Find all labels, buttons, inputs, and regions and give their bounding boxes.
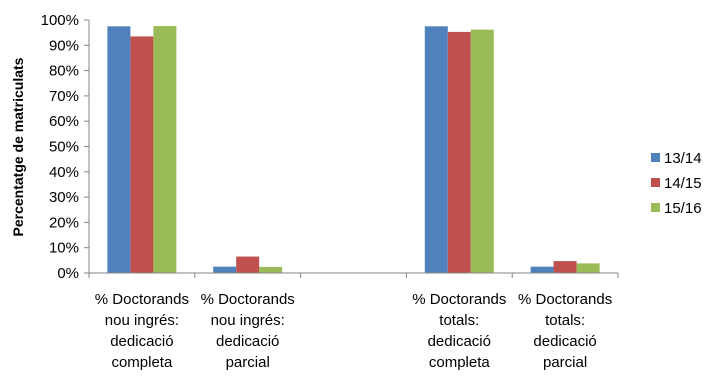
x-category-label: totals:	[545, 312, 585, 329]
bars	[107, 26, 600, 274]
bar-14-15	[130, 36, 154, 273]
x-category-label: % Doctorands	[518, 291, 612, 308]
y-tick-label: 90%	[49, 37, 79, 54]
legend-swatch	[651, 203, 660, 212]
x-category-label: dedicació	[428, 333, 491, 350]
legend-swatch	[651, 153, 660, 162]
x-category-label: % Doctorands	[412, 291, 506, 308]
y-tick-label: 10%	[49, 240, 79, 257]
x-category-label: % Doctorands	[95, 291, 189, 308]
y-tick-label: 70%	[49, 88, 79, 105]
x-category-label: completa	[429, 354, 491, 371]
bar-13-14	[424, 26, 448, 274]
bar-13-14	[107, 26, 131, 274]
x-axis: % Doctorands nou ingrés: dedicació completa…	[88, 272, 619, 371]
x-category-label: nou ingrés:	[211, 312, 285, 329]
legend-label: 13/14	[664, 150, 702, 167]
bar-15-16	[259, 266, 283, 273]
x-category-label: parcial	[543, 354, 587, 371]
legend-label: 14/15	[664, 175, 702, 192]
x-category-label: dedicació	[110, 333, 173, 350]
y-tick-label: 80%	[49, 63, 79, 80]
y-tick-label: 100%	[41, 12, 79, 29]
bar-14-15	[553, 261, 577, 273]
y-tick-label: 20%	[49, 214, 79, 231]
bar-13-14	[530, 266, 554, 273]
x-category-label: totals:	[439, 312, 479, 329]
x-category-label: dedicació	[533, 333, 596, 350]
y-tick-label: 30%	[49, 189, 79, 206]
legend-label: 15/16	[664, 200, 702, 217]
bar-13-14	[213, 266, 237, 273]
bar-14-15	[447, 31, 471, 273]
bar-15-16	[576, 263, 600, 273]
bar-14-15	[236, 256, 260, 273]
bar-15-16	[470, 29, 494, 274]
y-axis-title: Percentatge de matriculats	[10, 57, 26, 236]
y-axis: 0% 10% 20% 30% 40% 50% 60% 70% 80% 90% 100%	[41, 12, 90, 282]
y-tick-label: 50%	[49, 139, 79, 156]
bar-15-16	[153, 26, 177, 273]
x-category-label: completa	[111, 354, 173, 371]
x-category-label: parcial	[226, 354, 270, 371]
y-tick-label: 0%	[57, 265, 79, 282]
x-category-label: dedicació	[216, 333, 279, 350]
legend-swatch	[651, 178, 660, 187]
legend: 13/14 14/15 15/16	[651, 150, 702, 217]
y-tick-label: 40%	[49, 164, 79, 181]
y-tick-label: 60%	[49, 113, 79, 130]
x-category-label: nou ingrés:	[105, 312, 179, 329]
x-category-label: % Doctorands	[201, 291, 295, 308]
